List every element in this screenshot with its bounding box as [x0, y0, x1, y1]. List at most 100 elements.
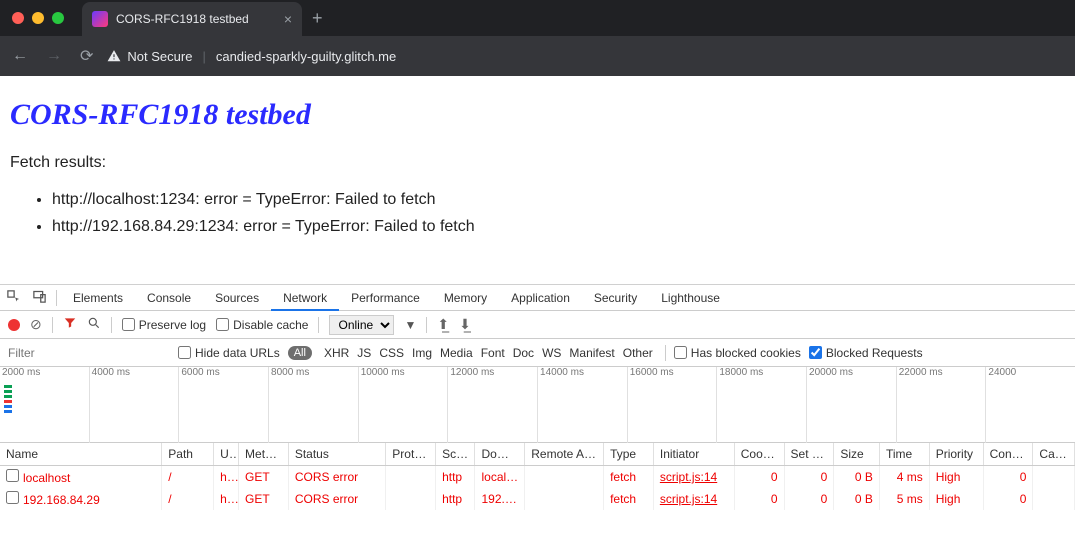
filter-type-media[interactable]: Media — [436, 346, 477, 360]
cell — [525, 466, 604, 489]
column-header[interactable]: Cac… — [1033, 443, 1075, 466]
maximize-window-button[interactable] — [52, 12, 64, 24]
column-header[interactable]: Path — [162, 443, 214, 466]
cell: 192.… — [475, 488, 525, 510]
waterfall-bar — [4, 390, 12, 393]
devtools-tab-performance[interactable]: Performance — [339, 285, 432, 311]
devtools-tab-lighthouse[interactable]: Lighthouse — [649, 285, 732, 311]
column-header[interactable]: Size — [834, 443, 880, 466]
column-header[interactable]: Remote Ad… — [525, 443, 604, 466]
throttling-select[interactable]: Online — [329, 315, 394, 335]
cell: h… — [214, 488, 239, 510]
filter-type-img[interactable]: Img — [408, 346, 436, 360]
cell: 5 ms — [879, 488, 929, 510]
preserve-log-checkbox[interactable]: Preserve log — [122, 318, 206, 332]
hide-data-urls-checkbox[interactable]: Hide data URLs — [178, 346, 280, 360]
upload-icon[interactable]: ⬆̲ — [437, 316, 449, 333]
cell — [1033, 466, 1075, 489]
column-header[interactable]: Status — [288, 443, 385, 466]
cell: h… — [214, 466, 239, 489]
timeline-tick: 10000 ms — [358, 367, 448, 443]
timeline-tick: 20000 ms — [806, 367, 896, 443]
cell: local… — [475, 466, 525, 489]
browser-toolbar: ← → ⟳ Not Secure | candied-sparkly-guilt… — [0, 36, 1075, 76]
reload-button[interactable]: ⟳ — [80, 46, 93, 66]
page-content: CORS-RFC1918 testbed Fetch results: http… — [0, 76, 1075, 268]
filter-type-css[interactable]: CSS — [375, 346, 408, 360]
devtools-tab-application[interactable]: Application — [499, 285, 582, 311]
devtools-tab-sources[interactable]: Sources — [203, 285, 271, 311]
security-indicator[interactable]: Not Secure — [107, 49, 192, 64]
record-button[interactable] — [8, 319, 20, 331]
new-tab-button[interactable]: + — [312, 8, 323, 29]
network-toolbar: ⊘ Preserve log Disable cache Online ▼ ⬆̲… — [0, 311, 1075, 339]
download-icon[interactable]: ⬇̲ — [459, 316, 471, 333]
devtools-tab-memory[interactable]: Memory — [432, 285, 499, 311]
cell: High — [929, 488, 983, 510]
column-header[interactable]: Sc… — [436, 443, 475, 466]
disable-cache-checkbox[interactable]: Disable cache — [216, 318, 308, 332]
filter-input[interactable] — [0, 340, 170, 366]
column-header[interactable]: Priority — [929, 443, 983, 466]
close-window-button[interactable] — [12, 12, 24, 24]
timeline-tick: 12000 ms — [447, 367, 537, 443]
column-header[interactable]: Name — [0, 443, 162, 466]
cell: http — [436, 488, 475, 510]
timeline-tick: 4000 ms — [89, 367, 179, 443]
browser-tab-strip: CORS-RFC1918 testbed × + — [0, 0, 1075, 36]
close-tab-icon[interactable]: × — [284, 11, 292, 27]
blocked-requests-checkbox[interactable]: Blocked Requests — [809, 346, 923, 360]
column-header[interactable]: Time — [879, 443, 929, 466]
devtools-tab-network[interactable]: Network — [271, 285, 339, 311]
cell: 0 — [784, 488, 834, 510]
device-toolbar-icon[interactable] — [26, 289, 52, 307]
column-header[interactable]: Type — [604, 443, 654, 466]
result-item: http://192.168.84.29:1234: error = TypeE… — [52, 213, 1065, 240]
search-icon[interactable] — [87, 316, 101, 333]
network-timeline[interactable]: 2000 ms4000 ms6000 ms8000 ms10000 ms1200… — [0, 367, 1075, 443]
cell: 4 ms — [879, 466, 929, 489]
column-header[interactable]: U… — [214, 443, 239, 466]
devtools-tab-elements[interactable]: Elements — [61, 285, 135, 311]
cell — [386, 488, 436, 510]
network-request-row[interactable]: 192.168.84.29/h…GETCORS errorhttp192.…fe… — [0, 488, 1075, 510]
timeline-tick: 24000 — [985, 367, 1075, 443]
devtools-tab-security[interactable]: Security — [582, 285, 649, 311]
filter-type-doc[interactable]: Doc — [509, 346, 538, 360]
filter-all-pill[interactable]: All — [288, 346, 312, 360]
column-header[interactable]: Meth… — [239, 443, 289, 466]
filter-type-xhr[interactable]: XHR — [320, 346, 353, 360]
address-bar[interactable]: Not Secure | candied-sparkly-guilty.glit… — [107, 49, 396, 64]
column-header[interactable]: Set C… — [784, 443, 834, 466]
page-heading: CORS-RFC1918 testbed — [10, 98, 1065, 132]
filter-icon[interactable] — [63, 316, 77, 333]
cell: 0 B — [834, 488, 880, 510]
devtools-tab-console[interactable]: Console — [135, 285, 203, 311]
favicon-icon — [92, 11, 108, 27]
filter-type-font[interactable]: Font — [477, 346, 509, 360]
browser-tab[interactable]: CORS-RFC1918 testbed × — [82, 2, 302, 36]
filter-type-manifest[interactable]: Manifest — [565, 346, 618, 360]
network-table: NamePathU…Meth…StatusProto…Sc…Dom…Remote… — [0, 443, 1075, 545]
results-list: http://localhost:1234: error = TypeError… — [10, 186, 1065, 240]
filter-type-js[interactable]: JS — [353, 346, 375, 360]
back-button[interactable]: ← — [12, 47, 28, 65]
timeline-tick: 6000 ms — [178, 367, 268, 443]
column-header[interactable]: Conn… — [983, 443, 1033, 466]
cell: 0 — [983, 466, 1033, 489]
forward-button[interactable]: → — [46, 47, 62, 65]
network-request-row[interactable]: localhost/h…GETCORS errorhttplocal…fetch… — [0, 466, 1075, 489]
column-header[interactable]: Cook… — [734, 443, 784, 466]
column-header[interactable]: Dom… — [475, 443, 525, 466]
clear-button[interactable]: ⊘ — [30, 316, 42, 333]
filter-type-other[interactable]: Other — [619, 346, 657, 360]
minimize-window-button[interactable] — [32, 12, 44, 24]
has-blocked-cookies-checkbox[interactable]: Has blocked cookies — [674, 346, 801, 360]
column-header[interactable]: Initiator — [653, 443, 734, 466]
inspect-element-icon[interactable] — [0, 289, 26, 307]
cell: script.js:14 — [653, 466, 734, 489]
filter-type-ws[interactable]: WS — [538, 346, 565, 360]
waterfall-bar — [4, 400, 12, 403]
column-header[interactable]: Proto… — [386, 443, 436, 466]
cell: script.js:14 — [653, 488, 734, 510]
